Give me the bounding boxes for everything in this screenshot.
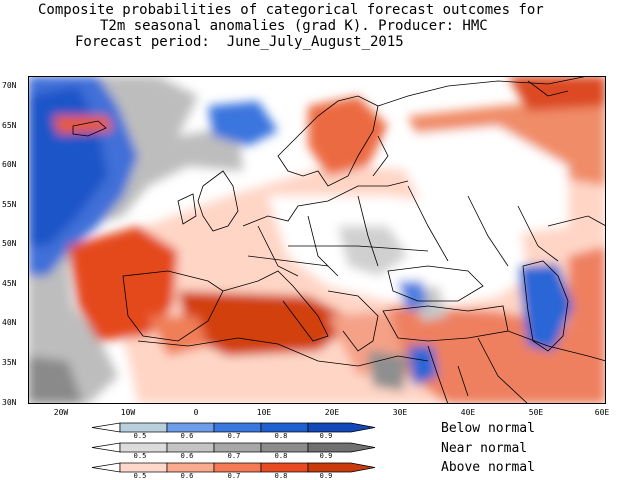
lon-label-20e: 20E	[324, 408, 340, 417]
title-line-2: T2m seasonal anomalies (grad K). Produce…	[100, 18, 488, 34]
lat-label-40n: 40N	[2, 318, 17, 327]
below-normal-legend-swatch-2	[213, 422, 262, 433]
near-normal-legend-swatch-3	[260, 442, 309, 453]
tick-near-09: 0.9	[319, 452, 333, 460]
lat-label-65n: 65N	[2, 121, 17, 130]
near-normal-legend-left-arrow	[91, 442, 121, 453]
legend-bars	[91, 422, 376, 473]
near-normal-legend-swatch-2	[213, 442, 262, 453]
tick-below-09: 0.9	[319, 432, 333, 440]
above-normal-legend-swatch-4	[307, 462, 376, 473]
lat-label-55n: 55N	[2, 200, 17, 209]
lon-label-40e: 40E	[460, 408, 476, 417]
legend-near-normal-label: Near normal	[441, 441, 528, 456]
tick-below-05: 0.5	[133, 432, 147, 440]
legend-above-normal-label: Above normal	[441, 460, 535, 475]
tick-near-05: 0.5	[133, 452, 147, 460]
lon-label-20w: 20W	[53, 408, 69, 417]
near-normal-legend-swatch-4	[307, 442, 376, 453]
lat-label-45n: 45N	[2, 279, 17, 288]
lat-label-50n: 50N	[2, 239, 17, 248]
below-normal-legend-swatch-1	[166, 422, 215, 433]
lat-label-60n: 60N	[2, 160, 17, 169]
below-normal-legend-swatch-4	[307, 422, 376, 433]
lon-label-10e: 10E	[256, 408, 272, 417]
above-normal-legend-swatch-0	[119, 462, 168, 473]
below-normal-legend-left-arrow	[91, 422, 121, 433]
lon-label-60e: 60E	[594, 408, 610, 417]
lon-label-0: 0	[193, 408, 199, 417]
above-normal-legend-swatch-1	[166, 462, 215, 473]
map-title: Composite probabilities of categorical f…	[0, 2, 640, 66]
legend-below-normal-label: Below normal	[441, 421, 535, 436]
tick-above-05: 0.5	[133, 472, 147, 480]
title-line-3: Forecast period: June_July_August_2015	[75, 34, 404, 50]
above-normal-legend-swatch-2	[213, 462, 262, 473]
lat-label-30n: 30N	[2, 398, 17, 407]
above-normal-legend-swatch-3	[260, 462, 309, 473]
forecast-map	[28, 76, 606, 404]
below-normal-legend-swatch-3	[260, 422, 309, 433]
below-normal-legend-swatch-0	[119, 422, 168, 433]
tick-above-07: 0.7	[227, 472, 241, 480]
lat-label-70n: 70N	[2, 81, 17, 90]
near-normal-legend-swatch-0	[119, 442, 168, 453]
tick-below-08: 0.8	[274, 432, 288, 440]
lon-label-10w: 10W	[120, 408, 136, 417]
tick-above-09: 0.9	[319, 472, 333, 480]
tick-above-08: 0.8	[274, 472, 288, 480]
tick-above-06: 0.6	[180, 472, 194, 480]
tick-near-07: 0.7	[227, 452, 241, 460]
title-line-1: Composite probabilities of categorical f…	[38, 2, 544, 18]
lat-label-35n: 35N	[2, 358, 17, 367]
tick-near-06: 0.6	[180, 452, 194, 460]
lon-label-30e: 30E	[392, 408, 408, 417]
tick-near-08: 0.8	[274, 452, 288, 460]
lon-label-50e: 50E	[528, 408, 544, 417]
above-normal-legend-left-arrow	[91, 462, 121, 473]
near-normal-legend-swatch-1	[166, 442, 215, 453]
tick-below-07: 0.7	[227, 432, 241, 440]
tick-below-06: 0.6	[180, 432, 194, 440]
